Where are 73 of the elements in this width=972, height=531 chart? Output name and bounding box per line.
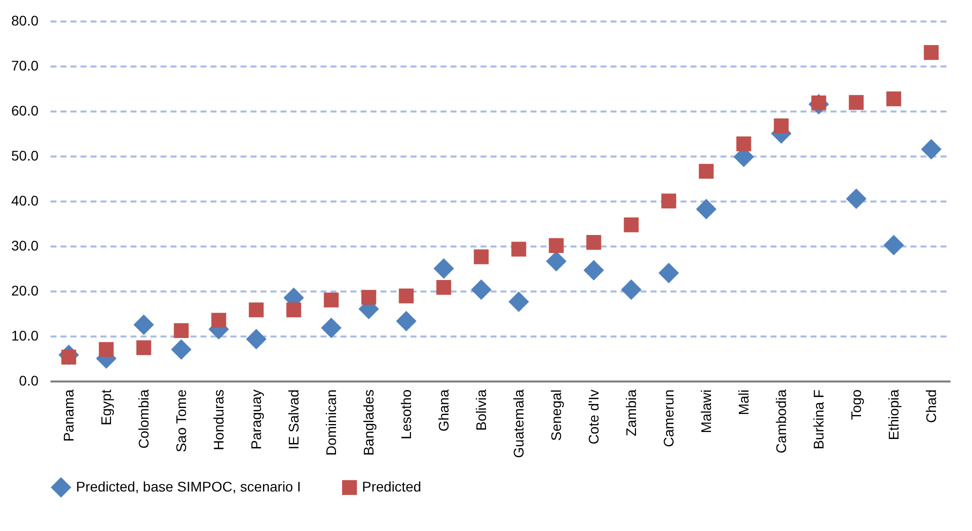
- point: [848, 95, 864, 110]
- x-tick-label: Cambodia: [772, 389, 789, 454]
- point: [471, 279, 492, 300]
- point: [436, 280, 452, 295]
- y-tick-label: 70.0: [11, 58, 39, 74]
- point: [624, 217, 639, 232]
- legend-label: Predicted, base SIMPOC, scenario I: [76, 478, 301, 494]
- x-tick-label: Sao Tome: [172, 389, 189, 452]
- point: [774, 118, 789, 134]
- point: [248, 302, 264, 318]
- point: [698, 164, 714, 179]
- x-tick-label: Lesotho: [398, 389, 414, 440]
- point: [286, 302, 302, 318]
- point: [584, 260, 604, 281]
- point: [324, 292, 339, 308]
- point: [98, 342, 114, 357]
- x-tick-label: Zambia: [622, 389, 639, 436]
- x-tick-label: Egypt: [98, 389, 114, 426]
- x-tick-label: Banglades: [360, 390, 376, 456]
- point: [171, 339, 192, 360]
- point: [511, 242, 526, 257]
- point: [134, 314, 154, 335]
- point: [246, 328, 266, 350]
- point: [474, 249, 489, 264]
- x-tick-label: Dominican: [322, 390, 339, 456]
- point: [211, 312, 226, 328]
- point: [174, 323, 189, 338]
- x-tick-label: Panama: [60, 389, 76, 442]
- point: [361, 290, 376, 305]
- point: [136, 340, 152, 356]
- x-tick-label: Bolivia: [472, 389, 489, 431]
- x-tick-label: Ghana: [435, 389, 452, 432]
- x-tick-label: Chad: [922, 390, 939, 423]
- point: [846, 188, 866, 209]
- x-tick-label: Honduras: [210, 390, 226, 450]
- point: [586, 234, 602, 250]
- y-tick-label: 30.0: [11, 238, 39, 254]
- point: [398, 288, 414, 304]
- point: [548, 238, 564, 253]
- point: [886, 91, 902, 106]
- x-tick-label: Colombia: [135, 389, 152, 449]
- point: [921, 139, 942, 160]
- point: [508, 292, 529, 312]
- y-tick-label: 50.0: [11, 148, 39, 164]
- point: [736, 136, 752, 152]
- legend-label: Predicted: [362, 478, 422, 495]
- x-tick-label: Guatemala: [510, 389, 526, 458]
- point: [884, 234, 904, 256]
- x-tick-label: Malawi: [698, 390, 714, 434]
- point: [621, 279, 642, 300]
- point: [321, 318, 342, 338]
- point: [924, 45, 939, 60]
- x-tick-label: IE Salvad: [285, 390, 302, 450]
- x-tick-label: Senegal: [548, 390, 564, 441]
- x-tick-label: Camerun: [660, 390, 676, 448]
- y-tick-label: 40.0: [11, 192, 39, 208]
- x-tick-label: Cote d'Iv: [585, 390, 602, 444]
- point: [658, 262, 679, 284]
- x-tick-label: Ethiopia: [885, 389, 902, 440]
- x-tick-label: Mali: [735, 390, 752, 416]
- x-tick-label: Paraguay: [248, 390, 264, 450]
- y-tick-label: 20.0: [11, 282, 39, 298]
- y-tick-label: 60.0: [11, 102, 39, 118]
- y-tick-label: 80.0: [11, 12, 39, 28]
- point: [396, 310, 416, 332]
- x-tick-label: Togo: [848, 389, 864, 420]
- point: [546, 251, 566, 272]
- y-tick-label: 10.0: [11, 328, 39, 344]
- point: [661, 194, 676, 208]
- y-tick-label: 0.0: [19, 372, 39, 388]
- x-tick-label: Burkina F: [810, 390, 826, 450]
- point: [434, 258, 454, 279]
- point: [696, 198, 716, 220]
